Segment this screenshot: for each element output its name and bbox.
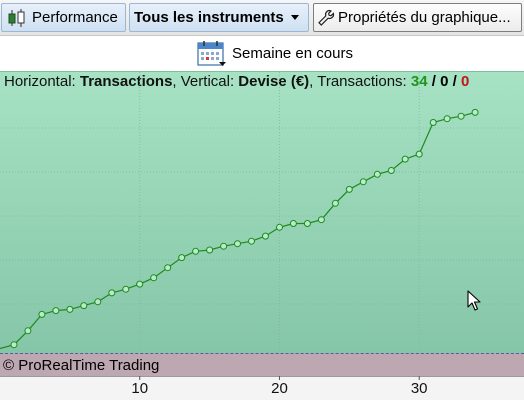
- period-selector[interactable]: Semaine en cours: [197, 40, 353, 68]
- copyright-text: © ProRealTime Trading: [3, 357, 160, 374]
- chart-plot-area[interactable]: [0, 71, 524, 353]
- toolbar: Performance Tous les instruments Proprié…: [0, 0, 524, 36]
- wrench-icon: [318, 9, 335, 26]
- candlestick-icon: [8, 8, 25, 27]
- transactions-prefix: , Transactions:: [309, 73, 411, 90]
- chart-properties-button[interactable]: Propriétés du graphique...: [313, 3, 522, 32]
- calendar-icon: [197, 40, 227, 66]
- losing-count: 0: [460, 73, 470, 90]
- chart-properties-label: Propriétés du graphique...: [338, 9, 511, 26]
- performance-label: Performance: [32, 9, 118, 26]
- copyright-band: © ProRealTime Trading: [0, 353, 524, 376]
- chevron-down-icon: [290, 15, 299, 20]
- count-separator: /: [427, 73, 441, 90]
- vertical-value: Devise (€): [238, 73, 310, 90]
- period-label: Semaine en cours: [232, 45, 353, 62]
- neutral-count: 0: [440, 73, 449, 90]
- horizontal-value: Transactions: [79, 73, 173, 90]
- period-row: Semaine en cours: [0, 36, 524, 71]
- x-axis: [0, 376, 524, 400]
- horizontal-prefix: Horizontal:: [4, 73, 80, 90]
- chart-info-line: Horizontal: Transactions, Vertical: Devi…: [4, 73, 469, 90]
- count-separator: /: [448, 73, 461, 90]
- instruments-label: Tous les instruments: [134, 9, 284, 26]
- vertical-prefix: , Vertical:: [172, 73, 239, 90]
- instruments-dropdown[interactable]: Tous les instruments: [129, 3, 309, 32]
- mouse-cursor-icon: [467, 290, 481, 311]
- performance-button[interactable]: Performance: [1, 3, 126, 32]
- winning-count: 34: [410, 73, 428, 90]
